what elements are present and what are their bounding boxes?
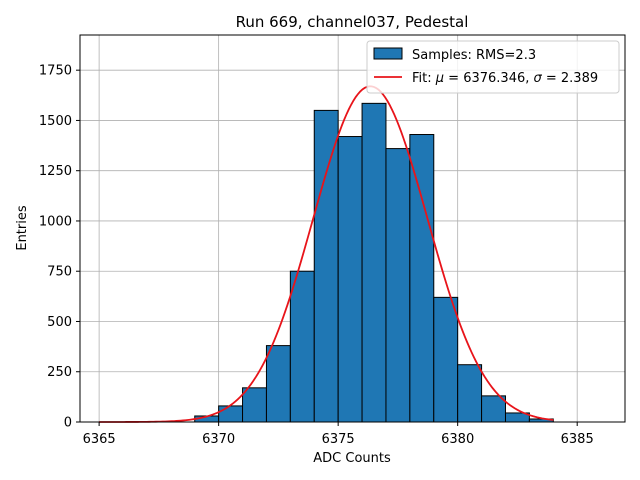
legend-fit-suffix: = 2.389 [542,71,598,86]
histogram-bar [289,270,315,423]
legend-box [366,40,620,94]
legend-label-fit: Fit: μ = 6376.346, σ = 2.389 [412,71,598,86]
histogram-bar [265,345,291,423]
y-tick-label: 0 [64,416,72,431]
histogram-bar [409,134,435,423]
histogram-bar [433,296,459,423]
plot-frame [79,34,626,423]
x-axis-ticks: 6365 6370 6375 6380 6385 [83,422,594,447]
chart-title: Run 669, channel037, Pedestal [236,13,469,31]
legend-fit-mu: μ [435,71,444,86]
histogram-bar [337,136,363,423]
x-tick-label: 6370 [202,432,235,447]
legend-swatch-samples [373,47,403,60]
x-axis-label: ADC Counts [313,451,391,466]
legend-label-samples: Samples: RMS=2.3 [412,48,536,63]
y-axis-ticks: 0 250 500 750 1000 1250 1500 1750 [39,64,80,431]
histogram-bar [481,395,506,423]
histogram-bar [313,109,339,423]
histogram-bar [457,364,483,423]
legend: Samples: RMS=2.3 Fit: μ = 6376.346, σ = … [366,40,620,94]
x-tick-label: 6385 [561,432,594,447]
x-tick-label: 6365 [83,432,116,447]
histogram-bar [242,387,267,423]
y-tick-label: 250 [47,365,72,380]
histogram-bars [194,102,554,423]
y-tick-label: 1250 [39,164,72,179]
y-tick-label: 500 [47,315,72,330]
y-tick-label: 750 [47,265,72,280]
x-tick-label: 6380 [441,432,474,447]
legend-fit-prefix: Fit: [412,71,436,86]
histogram-bar [385,148,411,423]
y-tick-label: 1500 [39,114,72,129]
histogram-bar [218,405,244,423]
legend-fit-mid: = 6376.346, [444,71,533,86]
y-axis-label: Entries [15,205,30,251]
histogram-bar [361,102,387,423]
legend-fit-sigma: σ [534,71,543,86]
fit-curve [99,85,554,423]
y-tick-label: 1750 [39,64,72,79]
y-tick-label: 1000 [39,214,72,229]
x-tick-label: 6375 [322,432,355,447]
